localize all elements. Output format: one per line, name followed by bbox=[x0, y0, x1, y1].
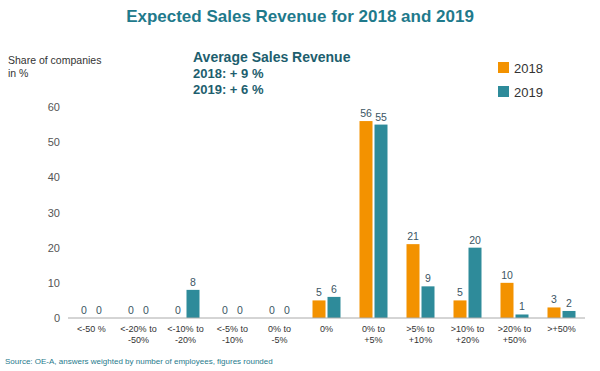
y-axis-label-line: in % bbox=[8, 67, 28, 79]
x-tick-label-line: >+50% bbox=[547, 324, 576, 334]
x-tick-label-line: +5% bbox=[364, 335, 382, 345]
x-tick-label: 0% to-5% bbox=[268, 324, 291, 345]
x-tick-label-line: <-10% to bbox=[167, 324, 203, 334]
data-label: 3 bbox=[551, 293, 557, 305]
y-tick-label: 50 bbox=[48, 136, 60, 148]
data-label: 0 bbox=[175, 304, 181, 316]
data-label: 10 bbox=[501, 269, 513, 281]
data-label: 8 bbox=[190, 276, 196, 288]
data-label: 5 bbox=[316, 286, 322, 298]
bar bbox=[469, 248, 482, 318]
x-tick-label-line: >10% to bbox=[451, 324, 484, 334]
bar bbox=[313, 300, 326, 318]
data-label: 0 bbox=[284, 304, 290, 316]
chart-svg: Expected Sales Revenue for 2018 and 2019… bbox=[0, 0, 600, 371]
x-tick-label-line: -50% bbox=[128, 335, 149, 345]
x-tick-label-line: 0% to bbox=[268, 324, 291, 334]
legend-label: 2018 bbox=[514, 61, 543, 76]
annotation: 2019: + 6 % bbox=[193, 82, 264, 97]
chart-title: Expected Sales Revenue for 2018 and 2019 bbox=[126, 7, 474, 26]
x-tick-label: >20% to+50% bbox=[498, 324, 531, 345]
legend-label: 2019 bbox=[514, 85, 543, 100]
legend-swatch bbox=[498, 62, 509, 73]
data-label: 56 bbox=[360, 107, 372, 119]
bar bbox=[454, 300, 467, 318]
x-tick-label-line: -20% bbox=[175, 335, 196, 345]
data-label: 5 bbox=[457, 286, 463, 298]
bar bbox=[328, 297, 341, 318]
x-tick-label-line: <-50 % bbox=[77, 324, 106, 334]
data-label: 0 bbox=[128, 304, 134, 316]
data-label: 21 bbox=[407, 230, 419, 242]
x-tick-label-line: 0% bbox=[320, 324, 333, 334]
data-label: 0 bbox=[269, 304, 275, 316]
data-label: 6 bbox=[331, 283, 337, 295]
x-axis-line bbox=[68, 318, 585, 319]
x-tick-label-line: <-5% to bbox=[217, 324, 248, 334]
y-axis-label: Share of companiesin % bbox=[8, 54, 101, 79]
x-tick-label-line: +10% bbox=[409, 335, 432, 345]
annotation: Average Sales Revenue bbox=[193, 49, 351, 65]
x-tick-label-line: +50% bbox=[503, 335, 526, 345]
x-tick-label: <-20% to-50% bbox=[120, 324, 156, 345]
bar bbox=[422, 286, 435, 318]
y-tick-label: 20 bbox=[48, 242, 60, 254]
data-label: 1 bbox=[519, 300, 525, 312]
data-label: 0 bbox=[143, 304, 149, 316]
bar bbox=[375, 125, 388, 318]
x-tick-label-line: 0% to bbox=[362, 324, 385, 334]
annotation: 2018: + 9 % bbox=[193, 66, 264, 81]
data-label: 0 bbox=[222, 304, 228, 316]
data-label: 9 bbox=[425, 272, 431, 284]
x-tick-label-line: <-20% to bbox=[120, 324, 156, 334]
y-tick-label: 30 bbox=[48, 207, 60, 219]
data-label: 2 bbox=[566, 297, 572, 309]
data-label: 0 bbox=[96, 304, 102, 316]
x-tick-label-line: >20% to bbox=[498, 324, 531, 334]
chart-container: Expected Sales Revenue for 2018 and 2019… bbox=[0, 0, 600, 371]
bar bbox=[563, 311, 576, 318]
x-tick-label: >5% to+10% bbox=[406, 324, 434, 345]
x-tick-label: <-5% to-10% bbox=[217, 324, 248, 345]
data-label: 55 bbox=[375, 111, 387, 123]
data-labels: 000005562151030080065592012 bbox=[81, 107, 572, 316]
y-tick-label: 10 bbox=[48, 277, 60, 289]
x-tick-label-line: -10% bbox=[222, 335, 243, 345]
bar bbox=[501, 283, 514, 318]
y-tick-label: 60 bbox=[48, 101, 60, 113]
x-tick-label-line: >5% to bbox=[406, 324, 434, 334]
y-axis-label-line: Share of companies bbox=[8, 54, 101, 66]
bar bbox=[516, 314, 529, 318]
x-tick-label: 0% bbox=[320, 324, 333, 334]
bar bbox=[407, 244, 420, 318]
bars bbox=[187, 121, 576, 318]
x-tick-label: >+50% bbox=[547, 324, 576, 334]
bar bbox=[548, 307, 561, 318]
x-tick-label: <-50 % bbox=[77, 324, 106, 334]
data-label: 0 bbox=[237, 304, 243, 316]
x-tick-label-line: -5% bbox=[271, 335, 287, 345]
legend-swatch bbox=[498, 86, 509, 97]
x-tick-label: 0% to+5% bbox=[362, 324, 385, 345]
source-note: Source: OE-A, answers weighted by number… bbox=[5, 357, 273, 366]
bar bbox=[187, 290, 200, 318]
data-label: 0 bbox=[81, 304, 87, 316]
bar bbox=[360, 121, 373, 318]
y-tick-label: 0 bbox=[54, 312, 60, 324]
x-tick-label: <-10% to-20% bbox=[167, 324, 203, 345]
legend: 2018 2019 bbox=[498, 61, 543, 100]
data-label: 20 bbox=[469, 234, 481, 246]
x-tick-label-line: +20% bbox=[456, 335, 479, 345]
y-tick-label: 40 bbox=[48, 171, 60, 183]
x-tick-label: >10% to+20% bbox=[451, 324, 484, 345]
